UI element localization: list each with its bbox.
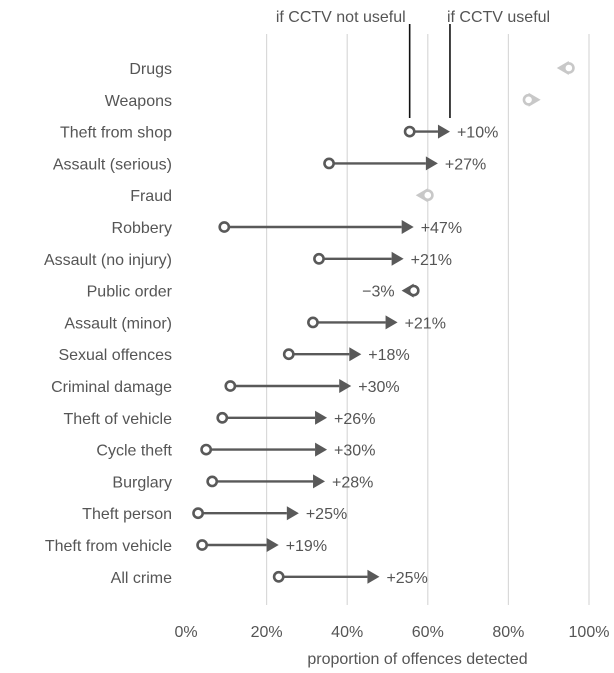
dumbbell-row: Criminal damage +30% (51, 379, 400, 396)
category-label: Burglary (112, 474, 172, 491)
start-marker (200, 443, 213, 456)
change-data-label: +28% (332, 474, 373, 491)
dumbbell-row: Assault (no injury) +21% (44, 252, 452, 269)
x-axis: proportion of offences detected 0% 20% 40%… (174, 624, 609, 668)
change-arrowhead (266, 538, 279, 552)
change-arrowhead (349, 347, 362, 362)
start-marker (323, 157, 335, 170)
change-arrowhead (391, 251, 404, 266)
start-marker (421, 189, 434, 202)
change-data-label: +10% (457, 125, 498, 142)
category-label: Public order (87, 284, 173, 301)
category-label: Assault (no injury) (44, 252, 172, 269)
x-axis-label: proportion of offences detected (307, 651, 527, 668)
change-arrowhead (385, 315, 398, 330)
start-marker (313, 252, 325, 265)
change-data-label: +25% (386, 570, 427, 587)
dumbbell-row: Theft of vehicle +26% (64, 410, 375, 428)
dumbbell-row: Assault (serious) +27% (53, 156, 486, 173)
change-data-label: +21% (405, 315, 446, 332)
category-label: Criminal damage (51, 379, 172, 396)
change-data-label: +27% (445, 156, 486, 173)
gridlines (266, 34, 590, 605)
x-tick-label: 40% (331, 624, 363, 641)
category-label: Theft of vehicle (64, 411, 173, 428)
start-marker (282, 348, 295, 361)
x-tick-label: 80% (492, 624, 524, 641)
category-label: Theft person (82, 506, 172, 523)
change-arrowhead (313, 474, 326, 489)
change-data-label: +26% (334, 411, 375, 428)
change-arrowhead (286, 506, 299, 521)
change-arrowhead (367, 569, 380, 584)
change-arrowhead (425, 156, 438, 171)
change-data-label: +30% (334, 443, 375, 460)
start-marker (407, 284, 420, 297)
dumbbell-row: Theft from vehicle +19% (45, 538, 327, 555)
category-label: Cycle theft (96, 443, 172, 460)
x-tick-label: 20% (251, 624, 283, 641)
category-label: Theft from vehicle (45, 538, 172, 555)
dumbbell-row: All crime +25% (111, 569, 428, 587)
start-marker (522, 93, 535, 106)
start-marker (218, 221, 231, 233)
dumbbell-row: Sexual offences +18% (58, 347, 410, 364)
category-label: Drugs (129, 61, 172, 78)
dumbbell-row: Assault (minor) +21% (64, 315, 446, 332)
start-marker (307, 316, 319, 329)
change-arrowhead (339, 379, 352, 393)
x-tick-label: 100% (569, 624, 610, 641)
category-label: All crime (111, 570, 172, 587)
dumbbell-row: Weapons (105, 92, 541, 110)
useful-label: if CCTV useful (447, 9, 550, 26)
category-label: Weapons (105, 93, 172, 110)
category-label: Assault (minor) (64, 315, 172, 332)
category-label: Fraud (130, 188, 172, 205)
dumbbell-row: Theft person +25% (82, 506, 347, 523)
change-data-label: +19% (286, 538, 327, 555)
x-tick-label: 0% (174, 624, 197, 641)
start-marker (206, 475, 219, 488)
change-data-label: +25% (306, 506, 347, 523)
start-marker (196, 539, 209, 551)
start-marker (216, 411, 229, 424)
start-marker (224, 380, 237, 392)
change-data-label: +47% (421, 220, 462, 237)
dumbbell-row: Cycle theft +30% (96, 442, 375, 460)
dumbbell-row: Fraud (130, 188, 434, 205)
start-marker (562, 62, 575, 74)
dumbbell-row: Robbery +47% (112, 220, 462, 237)
change-data-label: +21% (411, 252, 452, 269)
change-data-label: +30% (358, 379, 399, 396)
start-marker (192, 507, 204, 520)
dumbbell-row: Burglary +28% (112, 474, 373, 491)
dumbbell-row: Public order −3% (87, 283, 420, 301)
change-arrowhead (315, 442, 328, 457)
cctv-annotations: if CCTV not useful if CCTV useful (276, 9, 550, 118)
category-label: Sexual offences (58, 347, 172, 364)
not-useful-label: if CCTV not useful (276, 9, 406, 26)
dumbbell-row: Theft from shop +10% (60, 124, 498, 142)
change-arrowhead (437, 124, 450, 139)
change-data-label: −3% (362, 284, 394, 301)
category-label: Assault (serious) (53, 156, 172, 173)
change-arrowhead (315, 410, 328, 425)
start-marker (272, 570, 285, 583)
category-label: Robbery (112, 220, 172, 237)
x-tick-label: 60% (412, 624, 444, 641)
category-label: Theft from shop (60, 125, 172, 142)
dumbbell-rows: Drugs Weapons Theft from shop +10% Assault (… (44, 61, 575, 587)
dumbbell-row: Drugs (129, 61, 575, 78)
start-marker (403, 125, 416, 138)
change-arrowhead (401, 220, 414, 234)
change-data-label: +18% (368, 347, 409, 364)
